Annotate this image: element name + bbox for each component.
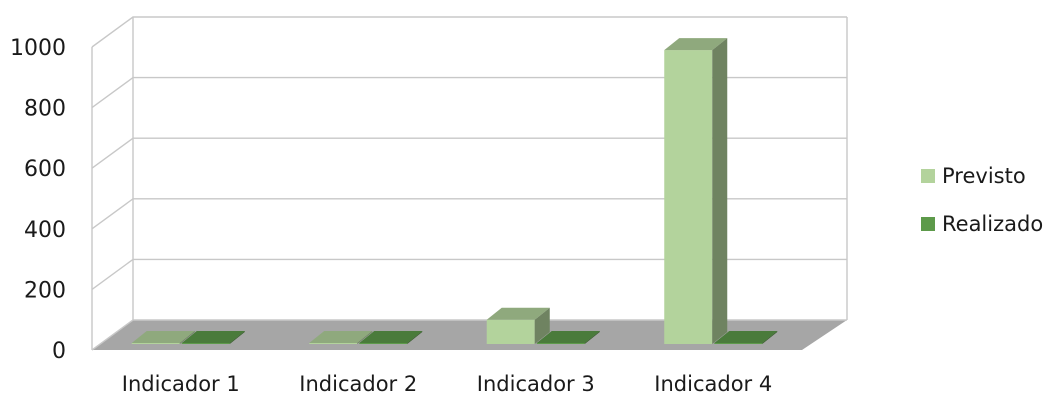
bar-realizado-indicador-3 (536, 331, 600, 344)
legend-swatch (921, 217, 935, 231)
bar-top-face (486, 307, 550, 320)
bar-front-face (536, 343, 585, 344)
bar-previsto-indicador-4 (664, 38, 728, 345)
bar-top-face (181, 331, 245, 343)
bar-side-face (407, 331, 423, 344)
bar-top-face (714, 331, 778, 343)
chart-floor (92, 320, 847, 350)
bar-side-face (534, 307, 550, 344)
legend-swatch (921, 169, 935, 183)
bar-top-face (359, 331, 423, 343)
bar-previsto-indicador-3 (486, 307, 550, 344)
bar-realizado-indicador-4 (714, 331, 778, 344)
gridline-400 (91, 198, 847, 230)
bar-front-face (486, 319, 535, 344)
legend-item-realizado: Realizado (921, 212, 1043, 236)
bar-front-face (359, 343, 408, 344)
bar-side-face (712, 38, 728, 345)
gridline-800 (91, 76, 847, 109)
bar-realizado-indicador-1 (181, 331, 245, 344)
gridline-600 (91, 137, 847, 169)
bar-previsto-indicador-2 (309, 331, 373, 344)
legend: Previsto Realizado (921, 164, 1043, 236)
bar-side-face (357, 331, 373, 344)
legend-label: Previsto (942, 164, 1026, 188)
y-tick-label-1000: 1000 (10, 36, 66, 61)
bar-side-face (229, 331, 245, 344)
y-tick-label-0: 0 (52, 339, 66, 364)
y-tick-label-800: 800 (24, 97, 66, 122)
y-tick-labels: 0 200 400 600 800 1000 (10, 36, 66, 364)
bars (131, 38, 778, 345)
bar-front-face (181, 343, 230, 344)
bar-front-face (131, 343, 180, 344)
bar-front-face (309, 343, 358, 344)
gridline-200 (91, 258, 847, 290)
y-tick-label-200: 200 (24, 278, 66, 303)
category-label-indicador-4: Indicador 4 (654, 372, 772, 394)
category-label-indicador-3: Indicador 3 (477, 372, 595, 394)
legend-item-previsto: Previsto (921, 164, 1026, 188)
bar-side-face (762, 331, 778, 344)
bar-top-face (131, 331, 195, 343)
bar-previsto-indicador-1 (131, 331, 195, 344)
bar-front-face (714, 343, 763, 344)
bar-front-face (664, 50, 713, 345)
category-label-indicador-1: Indicador 1 (122, 372, 240, 394)
y-tick-label-600: 600 (24, 157, 66, 182)
gridline-1000 (91, 16, 847, 48)
bar-side-face (584, 331, 600, 344)
bar-realizado-indicador-2 (359, 331, 423, 344)
legend-label: Realizado (942, 212, 1043, 236)
category-label-indicador-2: Indicador 2 (299, 372, 417, 394)
chart-floor-plane (92, 320, 847, 350)
bar-top-face (536, 331, 600, 343)
bar-side-face (179, 331, 195, 344)
category-labels: Indicador 1 Indicador 2 Indicador 3 Indicad… (122, 372, 772, 394)
y-tick-label-400: 400 (24, 218, 66, 243)
bar-top-face (664, 38, 728, 51)
bar-top-face (309, 331, 373, 343)
gridlines (91, 16, 848, 351)
